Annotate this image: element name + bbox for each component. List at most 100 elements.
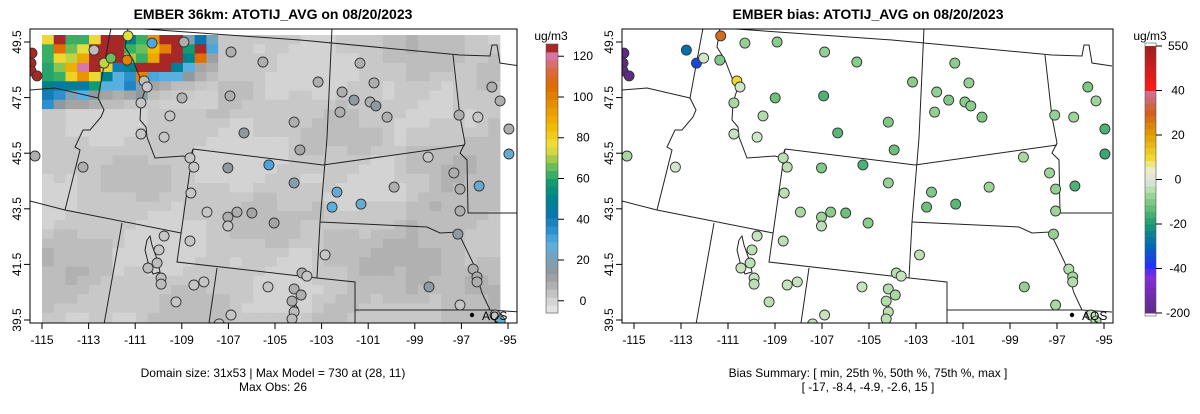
bias-site-marker <box>781 279 793 291</box>
grid-cell <box>89 247 102 258</box>
bias-site-marker <box>739 37 751 49</box>
grid-cell <box>276 53 289 64</box>
grid-cell <box>464 192 477 203</box>
grid-cell <box>394 62 407 73</box>
grid-cell <box>300 127 313 138</box>
grid-cell <box>347 127 360 138</box>
grid-cell <box>253 173 266 184</box>
grid-cell <box>347 257 360 267</box>
grid-cell <box>288 192 301 203</box>
grid-cell <box>406 173 419 184</box>
grid-cell <box>241 136 254 147</box>
grid-cell <box>488 220 501 230</box>
grid-cell <box>100 118 113 128</box>
grid-cell <box>253 210 266 221</box>
grid-cell <box>441 44 454 54</box>
grid-cell <box>171 81 184 91</box>
grid-cell <box>382 127 395 138</box>
bias-site-marker <box>807 318 818 323</box>
grid-cell <box>194 127 207 138</box>
grid-cell <box>323 229 336 240</box>
grid-cell <box>100 146 113 156</box>
grid-cell <box>147 285 160 295</box>
grid-cell <box>124 164 137 175</box>
grid-cell <box>42 146 55 156</box>
grid-cell <box>229 285 242 295</box>
grid-cell <box>100 247 113 258</box>
grid-cell <box>77 127 90 138</box>
grid-cell <box>429 257 442 267</box>
grid-cell <box>100 164 113 175</box>
colorbar-segment <box>546 305 558 314</box>
grid-cell <box>453 62 466 73</box>
grid-cell <box>417 90 430 101</box>
grid-cell <box>229 183 242 193</box>
grid-cell <box>194 118 207 128</box>
y-tick-label: 39.5 <box>602 308 616 332</box>
boundary-line <box>656 29 704 211</box>
grid-cell <box>218 257 231 267</box>
grid-cell <box>488 118 501 128</box>
boundary-line <box>908 29 925 279</box>
x-tick-label: -103 <box>310 333 334 347</box>
grid-cell <box>89 136 102 147</box>
grid-cell <box>42 210 55 221</box>
grid-cell <box>42 109 55 119</box>
grid-cell <box>406 109 419 119</box>
grid-cell <box>253 99 266 110</box>
grid-cell <box>300 285 313 295</box>
grid-cell <box>182 312 195 323</box>
grid-cell <box>323 155 336 166</box>
grid-cell <box>312 312 325 323</box>
grid-cell <box>300 220 313 230</box>
grid-cell <box>182 164 195 175</box>
obs-site-marker <box>388 181 400 193</box>
grid-cell <box>77 285 90 295</box>
grid-cell <box>159 72 172 82</box>
grid-cell <box>382 210 395 221</box>
colorbar-segment <box>546 138 558 148</box>
obs-site-marker <box>257 56 269 68</box>
grid-cell <box>112 210 125 221</box>
grid-cell <box>53 220 66 230</box>
grid-cell <box>417 285 430 295</box>
grid-cell <box>323 303 336 314</box>
grid-cell <box>182 35 195 45</box>
grid-cell <box>194 192 207 203</box>
obs-site-marker <box>422 151 434 163</box>
grid-cell <box>370 146 383 156</box>
grid-cell <box>300 44 313 54</box>
grid-cell <box>42 44 55 54</box>
grid-cell <box>335 229 348 240</box>
grid-cell <box>417 118 430 128</box>
grid-cell <box>42 266 55 277</box>
grid-cell <box>429 238 442 249</box>
colorbar-tick-label: 120 <box>573 49 593 63</box>
state-boundaries <box>622 29 1113 323</box>
grid-cell <box>218 312 231 323</box>
grid-cell <box>65 220 78 230</box>
grid-cell <box>276 275 289 286</box>
grid-cell <box>406 146 419 156</box>
grid-cell <box>194 238 207 249</box>
grid-cell <box>476 173 489 184</box>
grid-cell <box>347 201 360 212</box>
grid-cell <box>194 173 207 184</box>
bias-site-marker <box>1018 281 1030 293</box>
grid-cell <box>464 72 477 82</box>
grid-cell <box>276 127 289 138</box>
grid-cell <box>65 275 78 286</box>
grid-cell <box>112 99 125 110</box>
grid-cell <box>53 294 66 304</box>
grid-cell <box>429 312 442 323</box>
grid-cell <box>147 192 160 203</box>
obs-site-marker <box>77 161 89 173</box>
grid-cell <box>194 99 207 110</box>
grid-cell <box>417 109 430 119</box>
grid-cell <box>89 99 102 110</box>
grid-cell <box>241 285 254 295</box>
grid-cell <box>464 109 477 119</box>
obs-site-marker <box>454 299 466 311</box>
grid-cell <box>147 294 160 304</box>
grid-cell <box>429 303 442 314</box>
